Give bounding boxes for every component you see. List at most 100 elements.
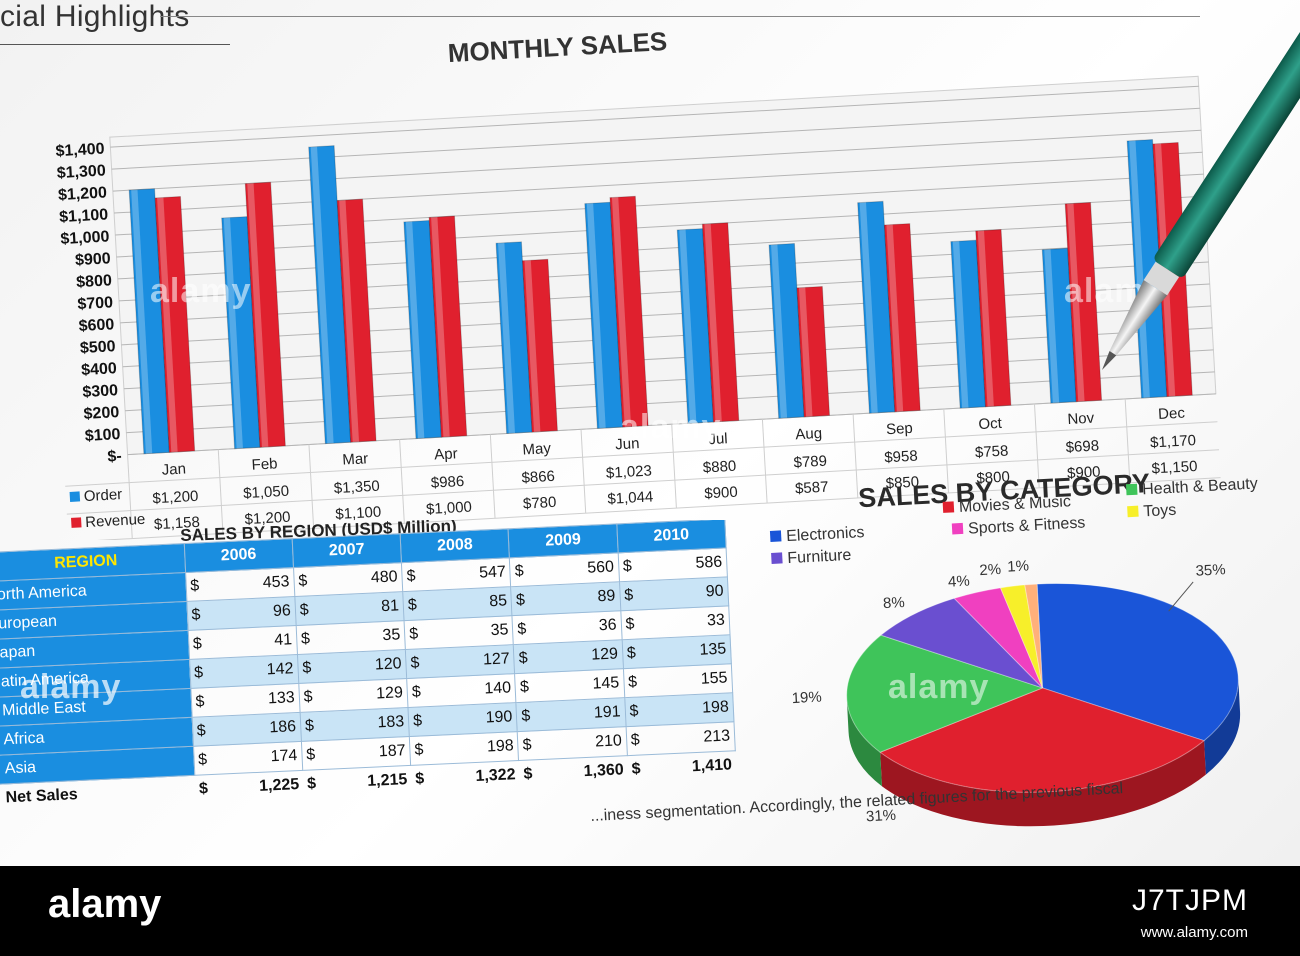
stock-banner — [0, 866, 1300, 956]
bar-highlight — [977, 230, 994, 407]
order-value-label: $1,170 — [1150, 432, 1197, 452]
pie-percent-label: 31% — [866, 807, 897, 826]
table-divider — [761, 419, 768, 504]
pie-percent-label: 19% — [791, 689, 822, 708]
value-text: 1,215 — [366, 771, 408, 790]
pie-percent-label: 8% — [883, 594, 906, 612]
currency-symbol: $ — [407, 596, 418, 614]
value-text: 198 — [701, 698, 730, 717]
legend-label: Furniture — [787, 547, 852, 567]
value-text: 96 — [272, 602, 292, 621]
table-divider — [217, 449, 224, 534]
revenue-value-label: $1,044 — [607, 488, 654, 508]
bar-highlight — [431, 216, 450, 438]
legend-label: Toys — [1143, 502, 1177, 521]
gridline — [115, 173, 1204, 236]
value-text: 191 — [593, 703, 621, 722]
value-text: 36 — [598, 616, 617, 635]
revenue-bar — [428, 215, 468, 438]
currency-symbol: $ — [414, 770, 425, 788]
bar-highlight — [339, 200, 360, 443]
watermark: alamy — [620, 408, 722, 446]
currency-symbol: $ — [519, 678, 530, 696]
y-tick-label: $200 — [83, 404, 120, 423]
revenue-bar — [154, 196, 196, 453]
table-divider — [580, 429, 587, 514]
currency-symbol: $ — [622, 557, 633, 576]
table-divider — [127, 454, 133, 539]
x-category-label: Sep — [886, 420, 914, 438]
y-tick-label: $600 — [78, 316, 115, 335]
currency-symbol: $ — [299, 601, 310, 619]
gridline — [114, 151, 1203, 214]
currency-symbol: $ — [411, 683, 422, 701]
pie-slice — [953, 587, 1043, 689]
order-value-label: $986 — [430, 473, 464, 492]
value-text: 35 — [490, 621, 509, 640]
revenue-value-label: $800 — [976, 468, 1010, 487]
currency-symbol: $ — [196, 722, 207, 740]
value-cell: $1,360 — [519, 756, 628, 789]
revenue-legend-label: Revenue — [85, 511, 146, 531]
x-category-label: Apr — [434, 445, 458, 463]
order-value-label: $958 — [884, 448, 918, 467]
table-divider — [489, 434, 496, 519]
table-divider — [852, 414, 859, 498]
bar-highlight — [1129, 140, 1150, 398]
image-id: J7TJPM — [1131, 884, 1248, 917]
value-text: 1,322 — [475, 766, 516, 786]
value-cell: $1,225 — [194, 770, 303, 803]
order-value-label: $758 — [975, 443, 1009, 462]
currency-symbol: $ — [300, 630, 311, 648]
currency-symbol: $ — [302, 659, 312, 677]
gridline — [125, 349, 1214, 412]
x-category-label: Jun — [615, 435, 640, 453]
order-value-label: $880 — [702, 458, 736, 477]
table-divider — [66, 449, 1220, 515]
value-text: 210 — [594, 732, 623, 751]
currency-symbol: $ — [305, 746, 316, 764]
revenue-value-label: $900 — [704, 484, 738, 503]
x-category-label: May — [522, 440, 552, 459]
x-category-label: Feb — [251, 455, 278, 473]
pie-slice — [879, 687, 1206, 793]
value-text: 35 — [382, 626, 401, 645]
order-value-label: $866 — [521, 468, 555, 487]
currency-symbol: $ — [408, 625, 419, 643]
order-value-label: $1,023 — [606, 462, 653, 482]
watermark: alamy — [20, 668, 122, 706]
revenue-value-label: $1,100 — [335, 504, 382, 524]
image-site: www.alamy.com — [1140, 924, 1248, 941]
report-page: cial Highlights MONTHLY SALES $- $100 $200 $… — [0, 0, 1300, 866]
value-text: 120 — [374, 655, 402, 674]
x-category-label: Oct — [978, 415, 1003, 433]
x-category-label: Mar — [342, 450, 369, 468]
value-text: 81 — [380, 597, 400, 616]
pie-percent-label: 35% — [1195, 561, 1226, 580]
pie-slice-side — [1204, 677, 1241, 775]
revenue-bar — [796, 285, 831, 418]
x-category-label: Aug — [795, 425, 823, 443]
monthly-sales-chart: MONTHLY SALES$-$100$200$300$400$500$600$… — [55, 26, 1221, 540]
revenue-value-label: $780 — [523, 494, 557, 513]
gridline — [123, 327, 1213, 390]
bar-highlight — [704, 223, 722, 422]
legend-swatch — [1127, 505, 1139, 518]
value-text: 129 — [375, 684, 404, 703]
watermark: alamy — [888, 668, 990, 706]
value-cell: $1,215 — [303, 765, 412, 798]
currency-symbol: $ — [623, 586, 634, 605]
y-tick-label: $1,000 — [60, 228, 110, 248]
gridline — [120, 261, 1209, 324]
currency-symbol: $ — [514, 562, 525, 581]
pie-slice — [879, 597, 1043, 689]
legend-label: Movies & Music — [959, 493, 1072, 516]
currency-symbol: $ — [523, 765, 533, 783]
value-text: 187 — [378, 742, 406, 761]
legend-swatch — [769, 530, 782, 542]
bar-highlight — [1044, 249, 1060, 403]
revenue-bar — [883, 223, 921, 413]
currency-symbol: $ — [306, 775, 317, 793]
gridline — [118, 239, 1208, 302]
revenue-bar — [521, 258, 558, 433]
